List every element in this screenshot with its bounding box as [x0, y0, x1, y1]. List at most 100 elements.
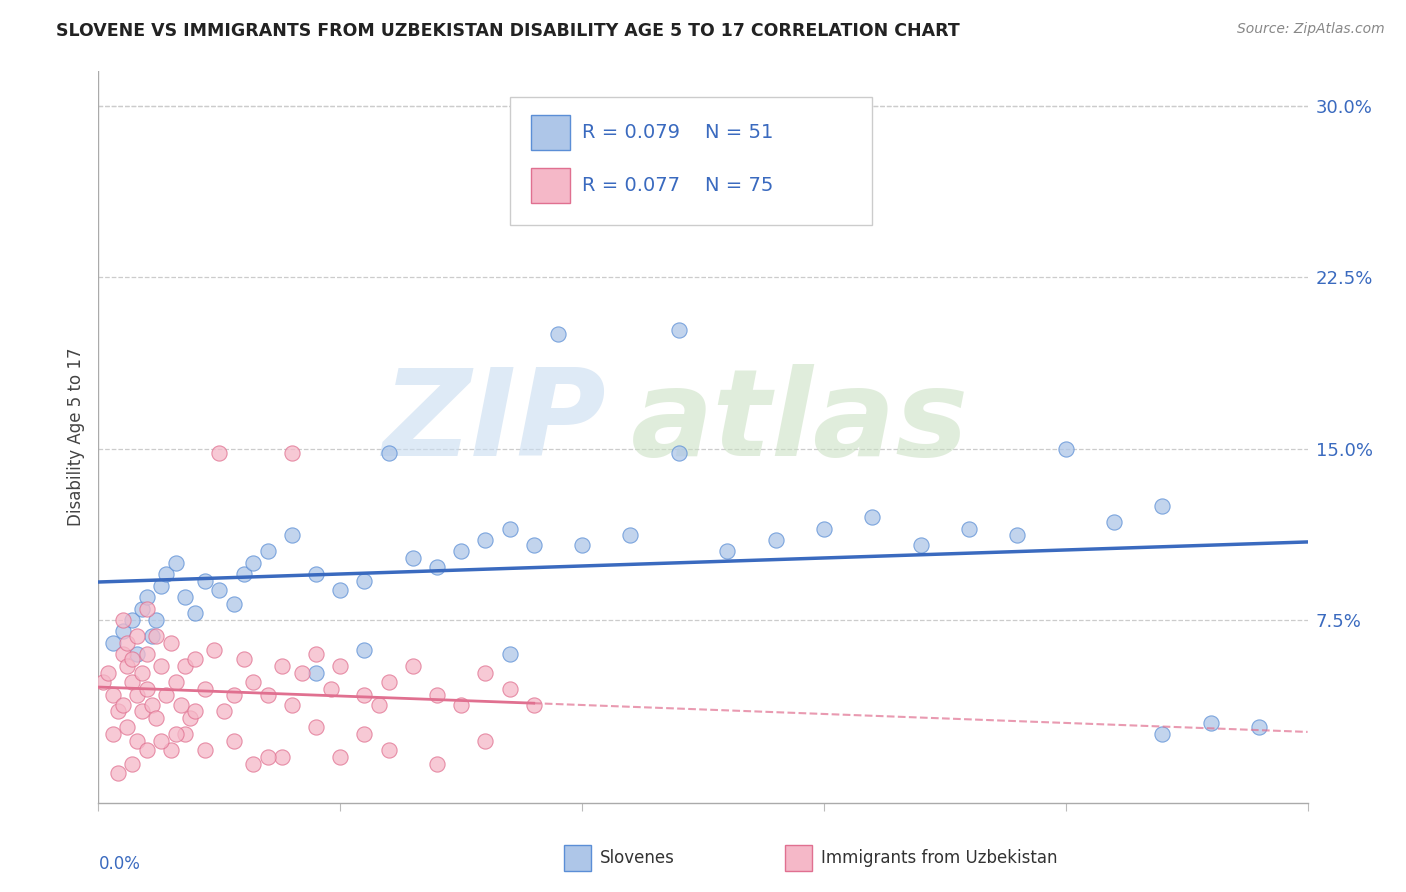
FancyBboxPatch shape — [785, 846, 811, 871]
Point — [150, 579, 173, 593]
Point — [131, 665, 153, 680]
Point — [184, 652, 207, 666]
Point — [813, 521, 835, 535]
Point — [111, 647, 134, 661]
Point — [716, 544, 738, 558]
Point — [571, 537, 593, 551]
Text: SLOVENE VS IMMIGRANTS FROM UZBEKISTAN DISABILITY AGE 5 TO 17 CORRELATION CHART: SLOVENE VS IMMIGRANTS FROM UZBEKISTAN DI… — [56, 22, 960, 40]
Point — [271, 750, 294, 764]
Point — [281, 698, 304, 712]
FancyBboxPatch shape — [564, 846, 591, 871]
Point — [547, 327, 569, 342]
Point — [281, 446, 304, 460]
Point — [232, 567, 254, 582]
Point — [160, 636, 183, 650]
Point — [402, 551, 425, 566]
Point — [222, 689, 245, 703]
Point — [232, 652, 254, 666]
Text: ZIP: ZIP — [382, 364, 606, 481]
Point — [169, 698, 191, 712]
Point — [150, 734, 173, 748]
Point — [498, 647, 520, 661]
Point — [305, 567, 328, 582]
Point — [165, 674, 187, 689]
FancyBboxPatch shape — [531, 114, 569, 150]
Point — [184, 606, 207, 620]
Point — [145, 711, 167, 725]
Point — [860, 510, 883, 524]
Point — [271, 658, 294, 673]
Y-axis label: Disability Age 5 to 17: Disability Age 5 to 17 — [66, 348, 84, 526]
Point — [165, 727, 187, 741]
Text: 0.0%: 0.0% — [98, 855, 141, 873]
Point — [145, 629, 167, 643]
Point — [117, 720, 139, 734]
Point — [208, 446, 231, 460]
Point — [141, 698, 163, 712]
Point — [256, 689, 278, 703]
Point — [668, 323, 690, 337]
Point — [523, 698, 546, 712]
Point — [204, 642, 226, 657]
Text: R = 0.077    N = 75: R = 0.077 N = 75 — [582, 176, 773, 195]
Point — [91, 674, 114, 689]
Text: Slovenes: Slovenes — [600, 848, 675, 867]
Point — [353, 727, 375, 741]
Text: Immigrants from Uzbekistan: Immigrants from Uzbekistan — [821, 848, 1057, 867]
Point — [174, 727, 197, 741]
Point — [474, 533, 496, 547]
Point — [127, 647, 149, 661]
Point — [107, 766, 129, 780]
Text: atlas: atlas — [630, 364, 969, 481]
Point — [208, 583, 231, 598]
Point — [155, 567, 177, 582]
Point — [131, 601, 153, 615]
FancyBboxPatch shape — [509, 97, 872, 225]
Point — [668, 446, 690, 460]
Point — [290, 665, 312, 680]
Point — [165, 556, 187, 570]
Point — [523, 537, 546, 551]
Point — [121, 613, 143, 627]
Point — [377, 446, 399, 460]
Point — [135, 681, 157, 696]
Point — [101, 727, 124, 741]
Point — [184, 705, 207, 719]
Point — [910, 537, 932, 551]
Point — [1007, 528, 1029, 542]
Point — [145, 613, 167, 627]
Point — [111, 624, 134, 639]
Point — [141, 629, 163, 643]
Point — [402, 658, 425, 673]
Point — [474, 734, 496, 748]
Point — [498, 521, 520, 535]
Point — [305, 647, 328, 661]
Point — [194, 681, 217, 696]
Point — [155, 689, 177, 703]
Point — [121, 674, 143, 689]
Point — [174, 658, 197, 673]
Point — [135, 590, 157, 604]
Point — [353, 642, 375, 657]
Point — [377, 743, 399, 757]
Point — [256, 750, 278, 764]
Point — [160, 743, 183, 757]
Point — [121, 756, 143, 771]
Point — [117, 658, 139, 673]
Point — [127, 689, 149, 703]
Point — [256, 544, 278, 558]
Point — [305, 665, 328, 680]
Point — [1249, 720, 1271, 734]
Point — [135, 743, 157, 757]
Point — [194, 574, 217, 588]
Point — [426, 756, 449, 771]
Point — [353, 574, 375, 588]
Point — [329, 583, 352, 598]
Point — [194, 743, 217, 757]
Point — [121, 652, 143, 666]
Point — [150, 658, 173, 673]
Point — [242, 556, 264, 570]
Point — [368, 698, 391, 712]
Point — [765, 533, 787, 547]
Point — [242, 674, 264, 689]
